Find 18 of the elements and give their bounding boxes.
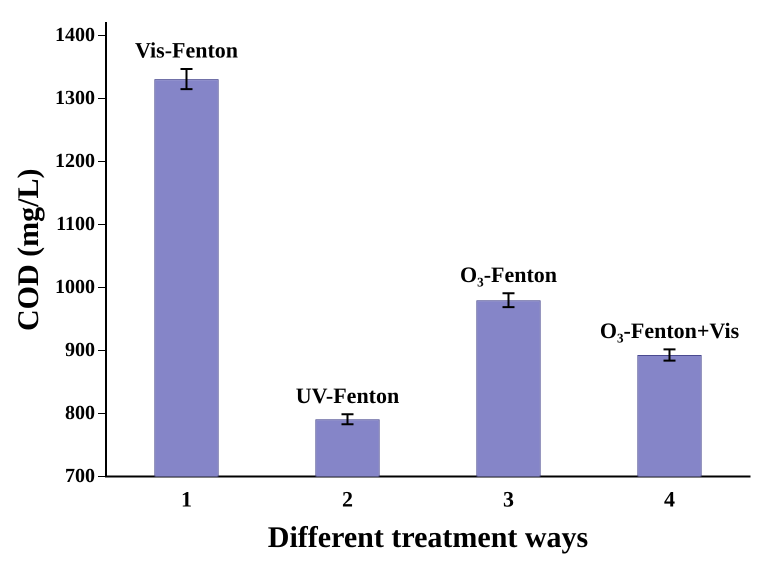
x-axis-title: Different treatment ways bbox=[268, 520, 588, 554]
y-tick-label: 900 bbox=[65, 338, 95, 361]
x-tick-label: 3 bbox=[503, 486, 514, 512]
annotation: O₃-Fenton bbox=[460, 262, 558, 287]
x-tick-label: 1 bbox=[181, 486, 192, 512]
y-tick-label: 800 bbox=[65, 402, 95, 424]
x-tick-label: 2 bbox=[342, 486, 353, 512]
annotation: Vis-Fenton bbox=[134, 38, 238, 63]
x-tick-label: 4 bbox=[664, 486, 675, 512]
y-axis-title: COD (mg/L) bbox=[12, 168, 45, 332]
y-tick-label: 1300 bbox=[55, 86, 95, 109]
y-tick-label: 1000 bbox=[55, 276, 95, 298]
annotation: O₃-Fenton+Vis bbox=[600, 318, 740, 344]
y-tick-label: 1100 bbox=[56, 212, 95, 235]
y-tick-label: 1200 bbox=[55, 150, 95, 172]
y-tick-label: 1400 bbox=[55, 24, 95, 46]
annotation: UV-Fenton bbox=[296, 382, 400, 408]
y-tick-label: 700 bbox=[65, 464, 95, 487]
